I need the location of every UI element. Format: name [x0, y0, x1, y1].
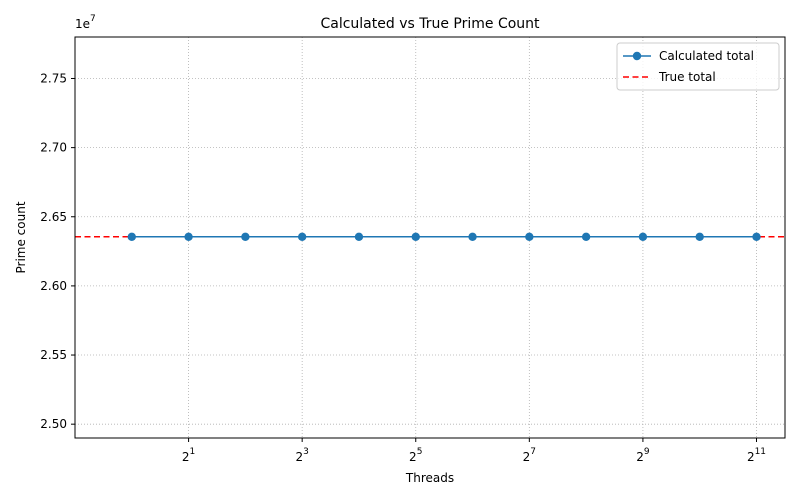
data-point	[581, 232, 591, 241]
series-layer	[127, 232, 761, 241]
x-axis-label: Threads	[405, 471, 454, 485]
data-point	[752, 232, 761, 241]
data-point	[184, 232, 193, 241]
data-point	[127, 232, 136, 241]
legend: Calculated total True total	[616, 42, 780, 91]
x-tick-exponent: 7	[530, 447, 536, 457]
x-tick-exponent: 3	[303, 447, 309, 457]
x-tick-exponent: 1	[190, 447, 196, 457]
chart-title: Calculated vs True Prime Count	[320, 16, 540, 32]
x-tick-base: 2	[409, 450, 417, 464]
legend-box	[616, 42, 780, 91]
x-tick-exponent: 5	[417, 447, 423, 457]
x-tick-label: 25	[409, 447, 422, 464]
data-point	[241, 232, 250, 241]
x-tick-base: 2	[523, 450, 531, 464]
legend-label-true-total: True total	[658, 70, 716, 84]
y-tick-label: 2.65	[40, 210, 67, 224]
y-tick-label: 2.60	[40, 279, 67, 293]
data-point	[354, 232, 364, 241]
x-tick-label: 27	[523, 447, 536, 464]
y-axis-offset-label: 1e7	[75, 14, 96, 31]
x-tick-base: 2	[182, 450, 190, 464]
x-tick-label: 21	[182, 447, 195, 464]
y-tick-label: 2.70	[40, 141, 67, 155]
y-axis-label: Prime count	[14, 201, 28, 273]
data-point	[297, 232, 307, 241]
x-tick-exponent: 11	[755, 447, 766, 457]
x-tick-label: 211	[747, 447, 766, 464]
data-point	[468, 232, 477, 241]
x-tick-label: 23	[295, 447, 308, 464]
y-tick-label: 2.55	[40, 348, 67, 362]
y-tick-label: 2.50	[40, 417, 67, 431]
y-offset-base: 1e	[75, 17, 90, 31]
y-offset-exponent: 7	[90, 14, 96, 24]
data-point	[695, 232, 704, 241]
grid	[75, 37, 785, 438]
x-tick-exponent: 9	[644, 447, 650, 457]
x-tick-base: 2	[636, 450, 644, 464]
legend-label-calculated-total: Calculated total	[659, 49, 754, 63]
data-point	[638, 232, 648, 241]
legend-marker-calculated-total	[632, 51, 642, 61]
data-point	[411, 232, 420, 241]
plot-frame	[74, 36, 786, 439]
y-tick-label: 2.75	[40, 71, 67, 85]
data-point	[525, 232, 534, 241]
x-tick-label: 29	[636, 447, 650, 464]
x-axis-ticks: 21 23 25 27 29 211	[182, 438, 766, 464]
x-tick-base: 2	[747, 450, 755, 464]
y-axis-ticks: 2.50 2.55 2.60 2.65 2.70 2.75	[40, 71, 75, 431]
x-tick-base: 2	[295, 450, 303, 464]
